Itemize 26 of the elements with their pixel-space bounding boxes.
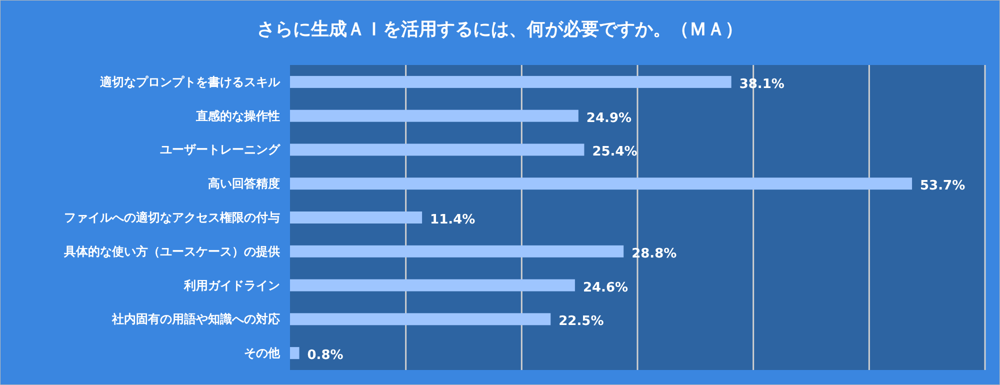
bar	[290, 313, 551, 326]
y-tick-label: ファイルへの適切なアクセス権限の付与	[64, 210, 280, 224]
y-tick-label: 適切なプロンプトを書けるスキル	[99, 74, 281, 89]
bar	[290, 110, 578, 122]
bar	[290, 178, 912, 190]
data-label: 0.8%	[307, 348, 344, 364]
data-label: 25.4%	[592, 144, 638, 160]
data-label: 24.6%	[582, 280, 628, 296]
y-tick-label: 直感的な操作性	[195, 108, 280, 123]
y-tick-label: 利用ガイドライン	[183, 278, 280, 292]
data-label: 11.4%	[430, 212, 476, 228]
bar	[290, 76, 732, 88]
chart-title: さらに生成ＡＩを活用するには、何が必要ですか。（ＭＡ）	[257, 19, 743, 40]
data-label: 53.7%	[920, 178, 966, 194]
y-tick-label: 具体的な使い方（ユースケース）の提供	[63, 244, 280, 258]
bar	[290, 212, 422, 224]
bar	[290, 144, 584, 156]
y-tick-label: 高い回答精度	[208, 176, 280, 191]
bar	[290, 245, 624, 258]
y-tick-label: 社内固有の用語や知識への対応	[111, 312, 280, 326]
bar	[290, 347, 300, 360]
y-tick-label: その他	[244, 346, 281, 360]
bar	[290, 279, 575, 292]
data-label: 24.9%	[586, 110, 632, 126]
data-label: 22.5%	[558, 314, 604, 330]
y-tick-label: ユーザートレーニング	[160, 142, 281, 157]
